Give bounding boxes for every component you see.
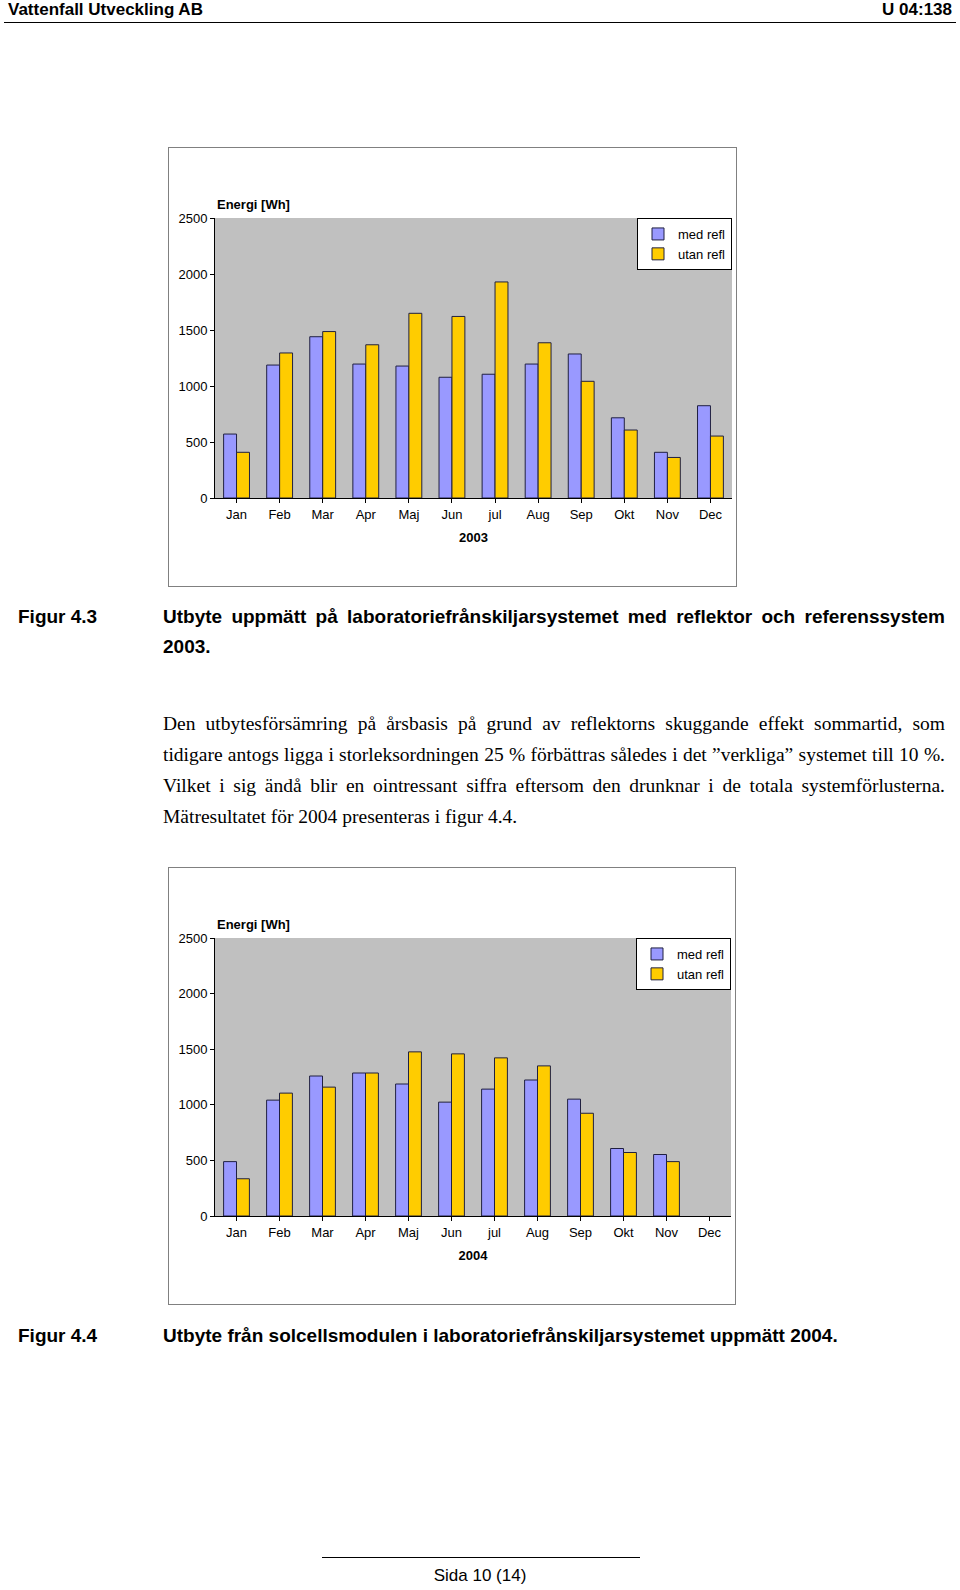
svg-text:med refl: med refl xyxy=(678,227,725,242)
svg-text:2000: 2000 xyxy=(178,267,207,282)
svg-text:Dec: Dec xyxy=(698,1225,722,1240)
svg-text:Jan: Jan xyxy=(226,1225,247,1240)
svg-text:med refl: med refl xyxy=(677,947,724,962)
svg-text:Okt: Okt xyxy=(614,507,635,522)
svg-text:Aug: Aug xyxy=(526,1225,549,1240)
html-text:Den utbytesförsämring på årsba: Den utbytesförsämring på årsbasis på gru… xyxy=(163,713,945,827)
svg-text:2500: 2500 xyxy=(178,211,207,226)
svg-text:Apr: Apr xyxy=(355,1225,376,1240)
html-text:U 04:138: U 04:138 xyxy=(882,0,952,19)
svg-text:1500: 1500 xyxy=(178,323,207,338)
html-text:Vattenfall Utveckling AB: Vattenfall Utveckling AB xyxy=(8,0,203,19)
html-text:Utbyte från solcellsmodulen i: Utbyte från solcellsmodulen i laboratori… xyxy=(163,1325,838,1346)
svg-text:Jun: Jun xyxy=(441,1225,462,1240)
svg-text:Energi [Wh]: Energi [Wh] xyxy=(217,917,290,932)
svg-text:Feb: Feb xyxy=(268,507,290,522)
html-text:Sida 10 (14): Sida 10 (14) xyxy=(433,1566,527,1585)
svg-text:Maj: Maj xyxy=(398,1225,419,1240)
html-text:Figur 4.4: Figur 4.4 xyxy=(18,1325,98,1346)
svg-text:jul: jul xyxy=(488,507,502,522)
html-text:Figur 4.3: Figur 4.3 xyxy=(18,606,98,627)
svg-text:2500: 2500 xyxy=(178,931,207,946)
svg-text:500: 500 xyxy=(186,435,208,450)
svg-text:Okt: Okt xyxy=(613,1225,634,1240)
svg-text:Sep: Sep xyxy=(570,507,593,522)
svg-text:0: 0 xyxy=(200,1209,207,1224)
svg-text:1000: 1000 xyxy=(178,1097,207,1112)
svg-text:1000: 1000 xyxy=(178,379,207,394)
svg-text:Aug: Aug xyxy=(527,507,550,522)
svg-text:Apr: Apr xyxy=(356,507,377,522)
svg-text:0: 0 xyxy=(200,491,207,506)
svg-text:Mar: Mar xyxy=(311,1225,334,1240)
svg-text:Jun: Jun xyxy=(441,507,462,522)
svg-text:Jan: Jan xyxy=(226,507,247,522)
svg-text:Dec: Dec xyxy=(699,507,723,522)
svg-text:500: 500 xyxy=(186,1153,208,1168)
svg-text:Energi [Wh]: Energi [Wh] xyxy=(217,197,290,212)
svg-text:utan refl: utan refl xyxy=(678,247,725,262)
svg-text:Sep: Sep xyxy=(569,1225,592,1240)
svg-text:2003: 2003 xyxy=(459,530,488,545)
svg-text:Maj: Maj xyxy=(398,507,419,522)
svg-text:1500: 1500 xyxy=(178,1042,207,1057)
html-text:Utbyte uppmätt på laboratorief: Utbyte uppmätt på laboratoriefrånskiljar… xyxy=(163,606,945,657)
svg-text:Mar: Mar xyxy=(312,507,335,522)
svg-text:Nov: Nov xyxy=(655,1225,679,1240)
svg-text:utan refl: utan refl xyxy=(677,967,724,982)
svg-text:2000: 2000 xyxy=(178,986,207,1001)
svg-text:Feb: Feb xyxy=(268,1225,290,1240)
svg-text:2004: 2004 xyxy=(459,1248,489,1263)
svg-text:Nov: Nov xyxy=(656,507,680,522)
svg-text:jul: jul xyxy=(487,1225,501,1240)
